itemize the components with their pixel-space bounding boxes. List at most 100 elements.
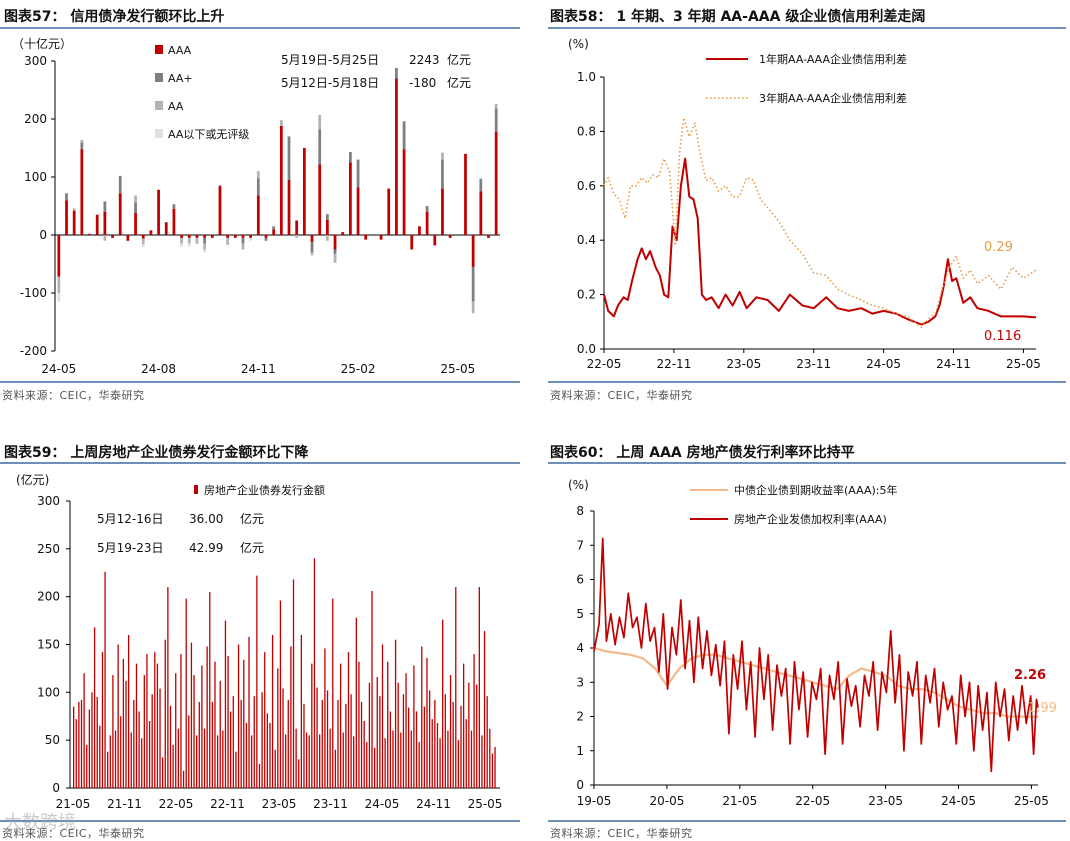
chart-60-axes: 0 1 2 3 4 5 6 7 8 19-05 20-05 21-05 22-05 23-05 24-05 2… bbox=[576, 504, 1049, 808]
bar bbox=[457, 740, 460, 788]
bar bbox=[423, 706, 426, 788]
x-tick-label: 24-05 bbox=[866, 357, 901, 371]
bar-segment bbox=[310, 241, 314, 253]
chart-58-legend: 1年期AA-AAA企业债信用利差 3年期AA-AAA企业债信用利差 bbox=[706, 52, 907, 105]
bar-segment bbox=[80, 139, 84, 143]
bar bbox=[379, 696, 381, 788]
bar bbox=[400, 732, 402, 788]
bar-segment bbox=[494, 131, 498, 235]
legend-label-3y: 3年期AA-AAA企业债信用利差 bbox=[759, 91, 907, 105]
bar bbox=[481, 735, 483, 788]
bar bbox=[489, 728, 491, 788]
bar bbox=[206, 646, 208, 788]
bar-segment bbox=[310, 235, 314, 242]
y-tick-label: 0.6 bbox=[577, 179, 596, 193]
chart-60-plot: (%) 0 1 2 3 4 5 6 7 8 19-05 20-05 21-05 22-05 23-05 24… bbox=[568, 478, 1057, 808]
bar-segment bbox=[349, 162, 352, 235]
bar bbox=[151, 694, 153, 788]
watermark: 大数跨境 bbox=[4, 812, 76, 833]
bar-segment bbox=[402, 149, 406, 235]
chart-60-bottom-rule bbox=[548, 820, 1066, 822]
bar bbox=[141, 738, 143, 788]
y-tick-label: 0.0 bbox=[577, 342, 596, 356]
bar bbox=[371, 590, 373, 788]
bar bbox=[434, 699, 436, 788]
bar bbox=[75, 719, 77, 788]
chart-57-legend: AAA AA+ AA AA以下或无评级 bbox=[155, 44, 249, 141]
chart-59-legend: 房地产企业债券发行金额 bbox=[194, 483, 325, 497]
bar bbox=[295, 728, 297, 788]
legend-label-aaa: AAA bbox=[168, 44, 192, 57]
bar bbox=[154, 652, 156, 788]
annotation-unit-1: 亿元 bbox=[447, 52, 471, 67]
bar bbox=[468, 682, 470, 788]
annotation-unit-2: 亿元 bbox=[447, 75, 471, 90]
chart-57-title: 图表57： 信用债净发行额环比上升 bbox=[4, 9, 225, 25]
bar bbox=[127, 634, 130, 788]
x-tick-label: 25-05 bbox=[468, 797, 503, 811]
bar bbox=[408, 707, 410, 788]
bar bbox=[117, 644, 119, 788]
y-tick-label: 8 bbox=[576, 504, 584, 518]
chart-57-bars bbox=[57, 67, 498, 314]
y-tick-label: -200 bbox=[20, 344, 47, 358]
x-tick-label: 19-05 bbox=[577, 794, 612, 808]
legend-label-realestate: 房地产企业债券发行金额 bbox=[204, 483, 325, 497]
bar bbox=[402, 694, 405, 788]
bar-segment bbox=[272, 226, 276, 230]
bar-segment bbox=[395, 78, 398, 236]
bar-segment bbox=[256, 195, 260, 235]
y-tick-label: 250 bbox=[37, 542, 60, 556]
bar bbox=[120, 716, 122, 788]
bar bbox=[109, 735, 111, 788]
bar-segment bbox=[448, 235, 452, 238]
chart-60-panel: 图表60： 上周 AAA 房地产债发行利率环比持平 (%) 0 1 2 3 4 5 6 7 8 1… bbox=[548, 436, 1066, 841]
bar-segment bbox=[241, 243, 245, 250]
bar-segment bbox=[164, 222, 168, 235]
x-tick-label: 24-11 bbox=[241, 362, 276, 376]
bar-segment bbox=[318, 129, 322, 165]
bar bbox=[122, 658, 125, 788]
bar bbox=[415, 711, 418, 788]
annotation-period-2: 5月19-23日 bbox=[97, 541, 164, 555]
bar bbox=[196, 735, 198, 788]
legend-label-1y: 1年期AA-AAA企业债信用利差 bbox=[759, 52, 907, 66]
bar-segment bbox=[333, 249, 337, 255]
bar-segment bbox=[487, 235, 490, 238]
bar-segment bbox=[471, 235, 475, 267]
bar bbox=[447, 730, 449, 788]
bar-segment bbox=[279, 120, 283, 126]
bar bbox=[143, 675, 145, 788]
bar-segment bbox=[356, 187, 360, 235]
bar-segment bbox=[249, 235, 253, 238]
bar bbox=[355, 617, 357, 788]
legend-label-cb-yield: 中债企业债到期收益率(AAA):5年 bbox=[734, 483, 897, 497]
bar bbox=[421, 646, 423, 788]
bar-segment bbox=[134, 202, 137, 213]
bar-segment bbox=[57, 235, 61, 277]
bar-segment bbox=[341, 232, 345, 235]
bar-segment bbox=[241, 235, 245, 238]
bar bbox=[188, 715, 190, 788]
chart-58-unit: (%) bbox=[568, 37, 589, 51]
bar bbox=[470, 730, 473, 788]
bar bbox=[347, 652, 350, 788]
bar bbox=[486, 696, 488, 788]
y-tick-label: 1 bbox=[576, 744, 584, 758]
bar bbox=[376, 677, 378, 788]
bar bbox=[431, 719, 433, 788]
bar bbox=[476, 684, 478, 788]
bar bbox=[167, 587, 169, 788]
bar-segment bbox=[80, 142, 84, 150]
x-tick-label: 23-05 bbox=[726, 357, 761, 371]
y-tick-label: 5 bbox=[576, 607, 584, 621]
y-tick-label: 1.0 bbox=[577, 70, 596, 84]
chart-60-source: 资料来源：CEIC，华泰研究 bbox=[550, 827, 693, 840]
bar-segment bbox=[203, 235, 206, 238]
chart-58-plot: (%) 0.0 0.2 0.4 0.6 0.8 1.0 22-05 22-11 23-05 23-… bbox=[568, 37, 1041, 371]
bar-segment bbox=[141, 238, 145, 245]
bar bbox=[360, 701, 363, 788]
legend-swatch-aa-plus bbox=[155, 73, 163, 82]
bar bbox=[405, 673, 407, 788]
legend-label-aa-plus: AA+ bbox=[168, 72, 193, 85]
